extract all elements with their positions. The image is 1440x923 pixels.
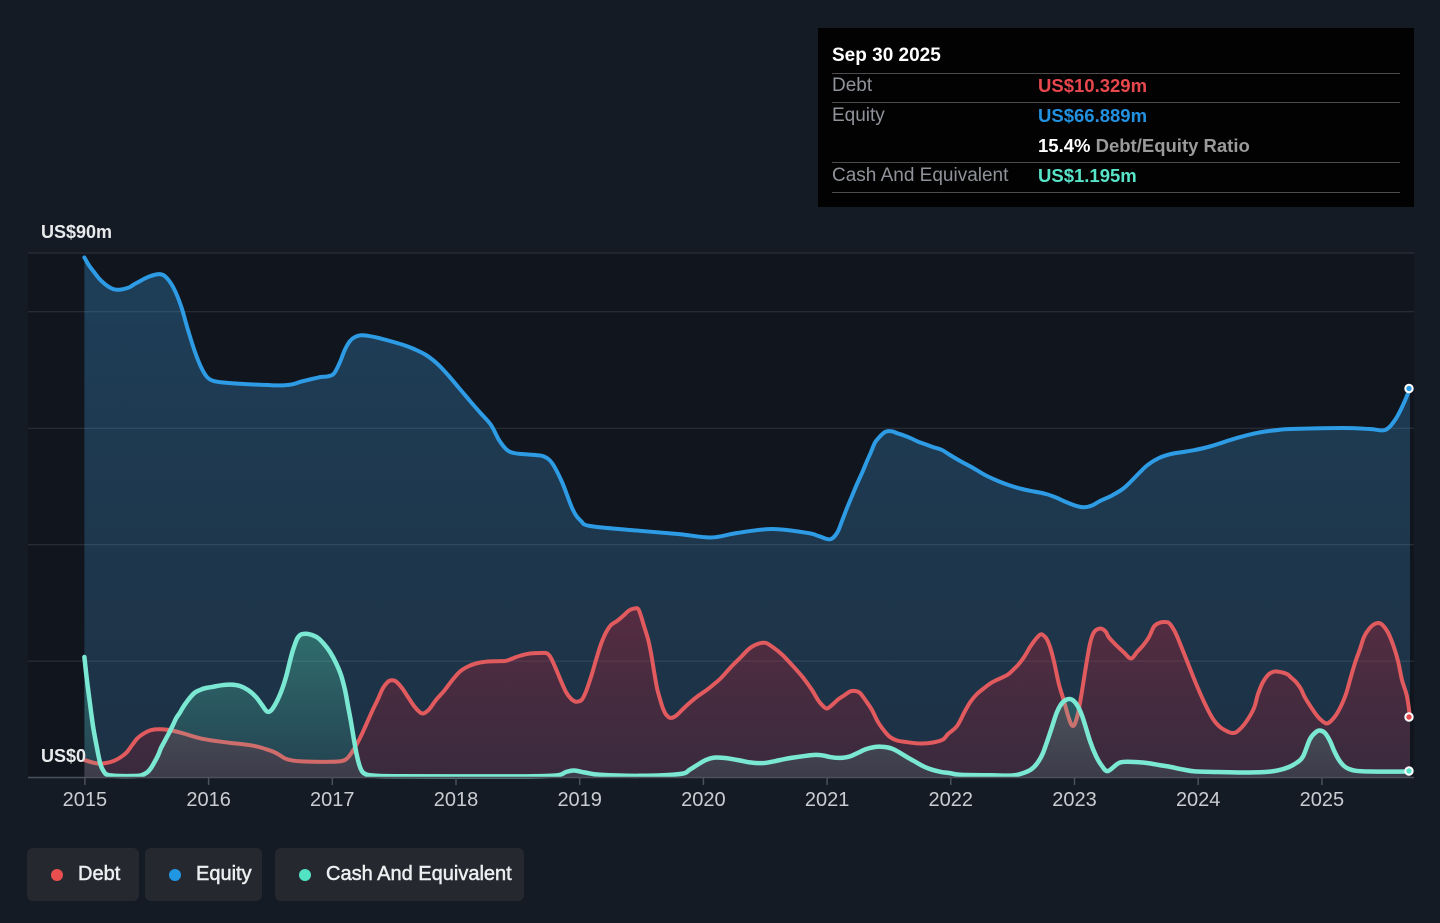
svg-text:US$0: US$0 xyxy=(41,746,86,766)
svg-text:2022: 2022 xyxy=(929,789,974,811)
svg-text:US$90m: US$90m xyxy=(41,222,112,242)
svg-text:2020: 2020 xyxy=(681,789,726,811)
svg-text:2025: 2025 xyxy=(1300,789,1345,811)
svg-text:2023: 2023 xyxy=(1052,789,1097,811)
svg-text:2019: 2019 xyxy=(557,789,602,811)
svg-text:2017: 2017 xyxy=(310,789,355,811)
svg-text:2015: 2015 xyxy=(63,789,108,811)
svg-text:2024: 2024 xyxy=(1176,789,1221,811)
svg-text:2021: 2021 xyxy=(805,789,850,811)
svg-text:2016: 2016 xyxy=(186,789,231,811)
svg-text:2018: 2018 xyxy=(434,789,479,811)
